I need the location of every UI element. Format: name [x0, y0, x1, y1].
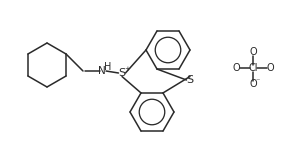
Text: O: O: [249, 79, 257, 89]
Text: H: H: [104, 62, 111, 72]
Text: Cl: Cl: [248, 63, 258, 73]
Text: O: O: [232, 63, 240, 73]
Text: S: S: [186, 75, 194, 85]
Text: O: O: [266, 63, 274, 73]
Text: ⁻: ⁻: [256, 77, 260, 85]
Text: S: S: [118, 68, 126, 78]
Text: +: +: [124, 66, 130, 72]
Text: N: N: [98, 66, 106, 76]
Text: O: O: [249, 47, 257, 57]
